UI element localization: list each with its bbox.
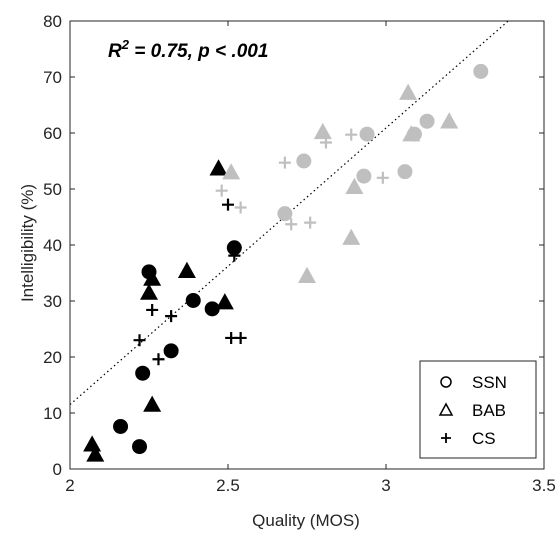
x-tick-label: 3 (381, 476, 390, 495)
data-point-triangle (143, 269, 162, 286)
series-plus-light (215, 128, 389, 231)
data-point-plus (376, 171, 389, 184)
y-tick-label: 60 (43, 124, 62, 143)
y-tick-label: 0 (53, 460, 62, 479)
plot-area (70, 21, 510, 462)
data-point-circle (163, 343, 179, 359)
data-point-triangle (222, 163, 241, 180)
data-point-triangle (345, 177, 364, 194)
y-tick-label: 10 (43, 404, 62, 423)
legend: SSN BAB CS (419, 360, 537, 459)
data-point-triangle (342, 228, 361, 245)
data-point-plus (146, 303, 159, 316)
legend-label: CS (472, 429, 496, 448)
data-point-plus (319, 136, 332, 149)
legend-entry-ssn: SSN (440, 373, 507, 392)
data-point-circle (226, 240, 242, 256)
data-point-plus (133, 334, 146, 347)
x-axis-label: Quality (MOS) (252, 511, 360, 530)
data-point-circle (473, 63, 489, 79)
data-point-triangle (86, 445, 105, 462)
data-point-triangle (399, 83, 418, 100)
data-point-triangle (402, 125, 421, 142)
data-point-triangle (215, 293, 234, 310)
data-point-circle (359, 126, 375, 142)
data-point-plus (285, 218, 298, 231)
y-tick-label: 30 (43, 292, 62, 311)
x-tick-label: 2.5 (216, 476, 240, 495)
annotation-r: R (108, 41, 122, 62)
data-point-circle (135, 365, 151, 381)
legend-triangle-icon (438, 402, 454, 416)
data-point-plus (234, 201, 247, 214)
data-point-plus (304, 216, 317, 229)
legend-circle-icon (440, 376, 452, 388)
data-point-circle (132, 439, 148, 455)
series-triangle-dark (83, 159, 234, 462)
x-tick-label: 3.5 (532, 476, 556, 495)
fit-statistics-annotation: R2 = 0.75, p < .001 (108, 37, 268, 62)
data-point-plus (234, 331, 247, 344)
data-point-triangle (440, 112, 459, 129)
data-point-triangle (313, 122, 332, 140)
y-tick-label: 80 (43, 12, 62, 31)
series-triangle-light (222, 83, 459, 283)
y-axis-label: Intelligibility (%) (18, 184, 37, 302)
data-point-circle (356, 168, 372, 184)
regression-fit-line (70, 21, 510, 406)
data-point-triangle (177, 261, 196, 278)
data-point-triangle (298, 266, 316, 283)
y-tick-label: 50 (43, 180, 62, 199)
data-point-triangle (140, 283, 158, 300)
series-circle-dark (113, 240, 242, 455)
data-point-circle (185, 292, 201, 308)
legend-label: SSN (472, 373, 507, 392)
data-point-plus (278, 156, 291, 169)
data-point-circle (296, 153, 312, 169)
y-tick-label: 20 (43, 348, 62, 367)
axes: 2 2.5 3 3.5 0 10 20 30 40 50 60 70 80 (43, 12, 556, 495)
legend-entry-cs: CS (441, 429, 496, 448)
data-point-plus (345, 128, 358, 141)
annotation-superscript: 2 (121, 37, 130, 52)
data-point-triangle (143, 395, 162, 412)
legend-entry-bab: BAB (438, 401, 506, 420)
data-point-plus (152, 353, 165, 366)
data-point-circle (419, 113, 435, 129)
data-point-plus (228, 249, 241, 262)
legend-label: BAB (472, 401, 506, 420)
legend-plus-icon (441, 433, 451, 443)
data-point-plus (222, 198, 234, 211)
annotation-statistics: = 0.75, p < .001 (129, 41, 268, 62)
y-tick-label: 40 (43, 236, 62, 255)
x-tick-label: 2 (65, 476, 74, 495)
data-point-plus (215, 184, 228, 197)
legend-box (419, 360, 537, 459)
data-point-plus (165, 310, 178, 323)
data-point-circle (277, 206, 293, 222)
y-tick-label: 70 (43, 68, 62, 87)
series-plus-dark (133, 198, 247, 366)
data-point-circle (397, 164, 413, 180)
data-point-circle (113, 418, 129, 434)
data-point-triangle (83, 435, 102, 452)
data-point-circle (204, 301, 220, 317)
data-point-triangle (209, 159, 228, 176)
